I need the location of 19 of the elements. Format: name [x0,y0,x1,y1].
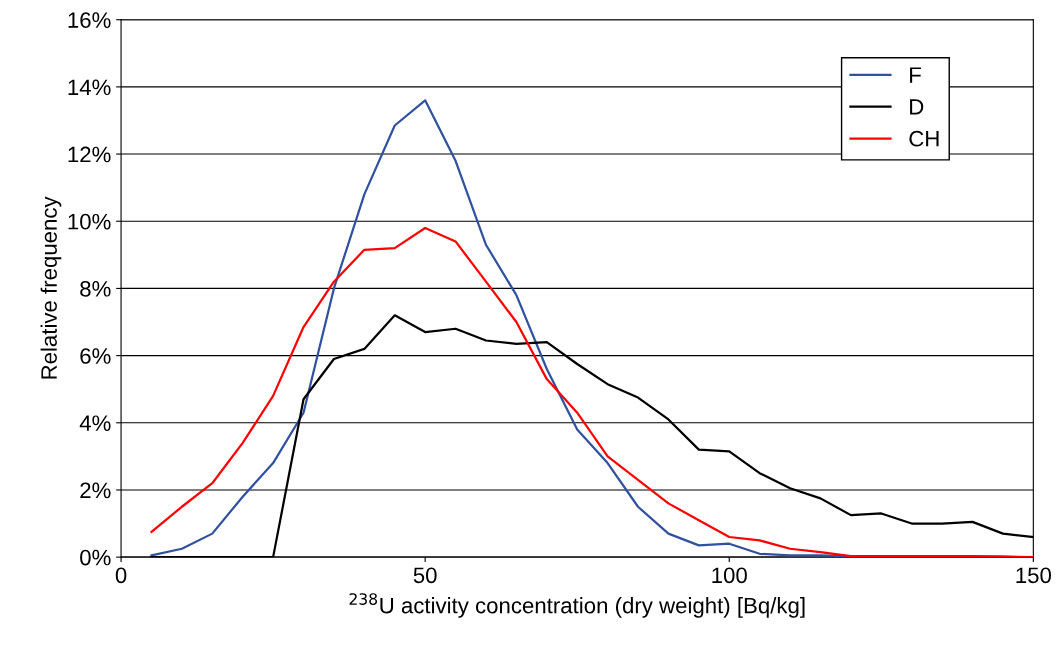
line-series [150,226,1034,558]
y-tick-label: 8% [80,280,111,297]
legend-label: CH [909,130,939,147]
y-tick-label: 12% [68,146,111,163]
y-tick-label: 16% [68,12,111,28]
y-axis-title: Relative frequency [40,196,62,379]
x-tick-label: 100 [712,567,747,584]
y-tick-label: 2% [80,482,111,499]
legend-label: F [910,67,921,83]
x-tick-label: 50 [413,567,437,584]
x-axis-title: $^{238}$U activity concentration (dry weight) [Bq/kg] [349,593,805,618]
y-tick-label: 0% [80,549,111,566]
y-tick-label: 4% [79,415,111,431]
x-tick-label: 150 [1016,567,1051,584]
legend-label: D [910,99,924,115]
y-tick-label: 10% [68,213,111,230]
y-tick-label: 6% [80,348,111,364]
y-tick-label: 14% [68,79,111,96]
x-tick-label: 0 [115,567,127,584]
